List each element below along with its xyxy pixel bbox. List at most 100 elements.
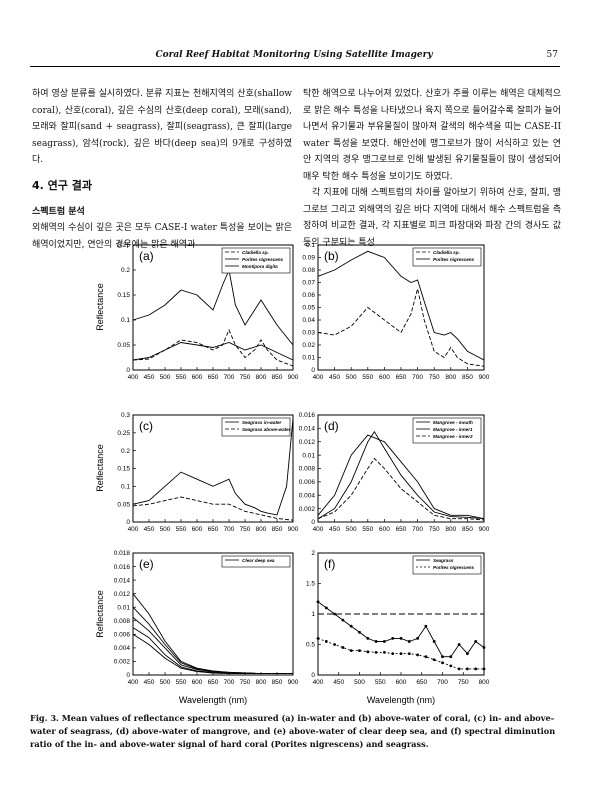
legend-label: Seagrass in-water xyxy=(242,420,282,425)
data-point xyxy=(407,640,411,643)
y-tick-label: 0.002 xyxy=(299,506,316,513)
y-tick-label: 0.01 xyxy=(117,604,130,611)
data-point xyxy=(391,652,395,656)
y-tick-label: 0.008 xyxy=(299,466,316,473)
data-point xyxy=(466,652,469,656)
x-tick-label: 400 xyxy=(128,374,139,381)
x-tick-label: 500 xyxy=(160,526,171,533)
y-tick-label: 2 xyxy=(311,550,315,557)
x-tick-label: 800 xyxy=(445,374,456,381)
x-tick-label: 550 xyxy=(176,679,187,686)
legend-label: Porites nigrescens xyxy=(242,257,284,262)
x-tick-label: 450 xyxy=(329,374,340,381)
y-tick-label: 0.06 xyxy=(302,292,315,299)
data-point xyxy=(449,664,453,668)
x-tick-label: 600 xyxy=(379,526,390,533)
data-point xyxy=(383,640,386,643)
x-axis-label: Wavelength (nm) xyxy=(367,695,435,705)
x-axis-label: Wavelength (nm) xyxy=(179,695,247,705)
left-intro-paragraph: 하여 영상 분류를 실시하였다. 분류 지표는 천해지역의 산호(shallow… xyxy=(32,89,292,165)
series-line xyxy=(132,328,294,367)
y-tick-label: 0.04 xyxy=(302,317,315,324)
data-point xyxy=(316,637,320,640)
left-paragraph: 외해역의 수심이 깊은 곳은 모두 CASE-I water 특성을 보이는 맑… xyxy=(32,223,292,250)
x-tick-label: 550 xyxy=(176,374,187,381)
x-tick-label: 600 xyxy=(192,374,203,381)
x-tick-label: 400 xyxy=(128,526,139,533)
y-tick-label: 0.006 xyxy=(114,632,131,639)
data-point xyxy=(391,637,395,640)
y-tick-label: 0.25 xyxy=(117,430,130,437)
y-tick-label: 0.01 xyxy=(302,452,315,459)
data-point xyxy=(407,652,411,656)
y-tick-label: 0.012 xyxy=(299,439,316,446)
x-tick-label: 400 xyxy=(128,679,139,686)
series-line xyxy=(317,288,485,367)
data-point xyxy=(416,637,419,640)
x-tick-label: 750 xyxy=(429,526,440,533)
series-line xyxy=(132,418,294,516)
y-tick-label: 0.016 xyxy=(114,564,131,571)
data-point xyxy=(432,640,436,643)
y-tick-label: 0.3 xyxy=(121,412,130,419)
header-rule xyxy=(30,66,560,67)
panel-label: (f) xyxy=(324,557,335,571)
series-line xyxy=(317,430,485,520)
x-tick-label: 700 xyxy=(412,374,423,381)
legend-label: Mangrove - inner2 xyxy=(433,434,473,439)
y-tick-label: 0.004 xyxy=(299,492,316,499)
panel-label: (b) xyxy=(324,249,339,263)
x-tick-label: 900 xyxy=(288,526,299,533)
series-line xyxy=(317,250,485,361)
series-line xyxy=(132,633,293,675)
y-tick-label: 0.002 xyxy=(114,659,131,666)
y-axis-label: Reflectance xyxy=(95,590,105,638)
series-line xyxy=(132,496,294,521)
y-tick-label: 0 xyxy=(126,367,130,374)
x-tick-label: 850 xyxy=(272,374,283,381)
x-tick-label: 650 xyxy=(208,374,219,381)
legend-box xyxy=(221,417,291,437)
series-line xyxy=(317,457,485,521)
y-tick-label: 1.5 xyxy=(306,581,315,588)
legend-label: Mangrove - inner1 xyxy=(433,427,473,432)
y-tick-label: 0.2 xyxy=(121,267,130,274)
data-point xyxy=(341,646,345,649)
data-point xyxy=(399,637,403,640)
x-tick-label: 500 xyxy=(354,679,365,686)
y-tick-label: 0.02 xyxy=(302,342,315,349)
y-tick-label: 0.05 xyxy=(117,342,130,349)
plot-frame xyxy=(317,244,485,371)
x-tick-label: 750 xyxy=(240,374,251,381)
y-axis-label: Reflectance xyxy=(95,444,105,492)
section-heading: 4. 연구 결과 xyxy=(32,179,92,192)
data-point xyxy=(399,652,403,656)
x-tick-label: 500 xyxy=(160,679,171,686)
chart-panel-f: 400 450 500 550 600 650 700 750 800 0 0.5 1 1.5 2 (f) S… xyxy=(306,550,490,686)
data-point xyxy=(316,600,320,604)
data-point xyxy=(358,630,361,634)
series-line xyxy=(317,434,485,520)
data-point xyxy=(374,640,378,643)
x-tick-label: 650 xyxy=(416,679,427,686)
y-tick-label: 0.08 xyxy=(302,267,315,274)
x-tick-label: 600 xyxy=(396,679,407,686)
left-column-top: 하여 영상 분류를 실시하였다. 분류 지표는 천해지역의 산호(shallow… xyxy=(32,86,292,169)
x-tick-label: 850 xyxy=(462,374,473,381)
x-tick-label: 750 xyxy=(240,526,251,533)
data-point xyxy=(474,667,478,671)
data-point xyxy=(449,655,453,659)
y-tick-label: 0.006 xyxy=(299,479,316,486)
y-tick-label: 0.008 xyxy=(114,618,131,625)
legend-box xyxy=(412,417,482,444)
x-tick-label: 550 xyxy=(362,526,373,533)
x-tick-label: 800 xyxy=(256,374,267,381)
data-point xyxy=(333,612,336,616)
data-point xyxy=(349,649,353,652)
figure-caption: Fig. 3. Mean values of reflectance spect… xyxy=(30,713,556,749)
legend-label: Seagrass xyxy=(433,558,454,563)
left-column-bottom: 외해역의 수심이 깊은 곳은 모두 CASE-I water 특성을 보이는 맑… xyxy=(32,220,292,253)
series-line xyxy=(132,627,293,675)
plot-frame xyxy=(132,244,294,371)
data-point xyxy=(349,624,353,628)
